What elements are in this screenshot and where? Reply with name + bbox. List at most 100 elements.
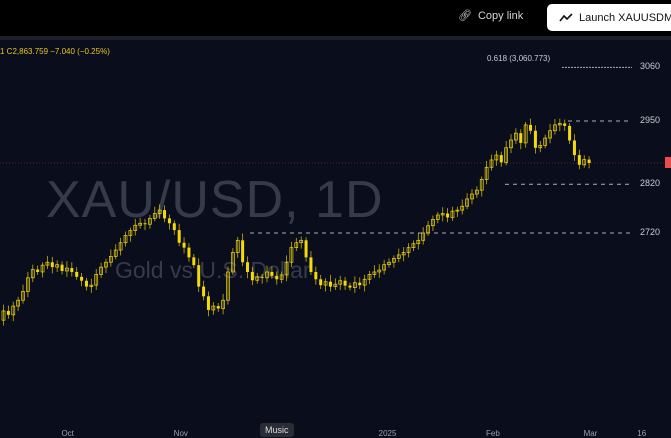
candle-body [557,123,562,126]
candle-body [289,247,294,263]
candle-body [563,123,567,126]
candle-body [250,271,254,281]
candle-body [104,261,108,268]
candle-body [396,254,401,259]
candle-body [582,159,587,166]
candle-body [479,179,484,191]
candle-body [40,264,45,273]
candle-body [328,281,332,287]
candle-body [577,155,581,165]
candle-body [323,281,328,286]
candle-body [509,139,513,149]
candle-body [372,271,377,275]
candle-body [392,257,396,263]
x-tick-label: Mar [583,429,598,438]
candle-body [187,247,191,258]
candle-body [152,213,157,219]
candle-body [484,166,489,180]
candle-body [504,147,508,163]
candle-body [128,230,133,236]
candle-body [440,213,445,216]
candle-body [411,243,416,248]
x-tick-label: 2025 [378,429,397,438]
x-tick-label: Oct [61,429,74,438]
candle-body [94,274,99,286]
watermark-symbol: XAU/USD, 1D [46,171,384,229]
candle-body [138,222,142,226]
candle-body [148,218,152,225]
ohlc-legend: 1 C2,863.759 −7.040 (−0.25%) [0,47,110,56]
candle-body [421,232,426,241]
candle-body [533,130,537,148]
candle-body [470,193,474,200]
candle-body [519,133,523,143]
candle-body [65,267,69,272]
candle-body [304,240,308,258]
candle-body [118,242,123,251]
candle-body [70,268,74,272]
candle-body [314,271,318,280]
candle-body [460,205,465,211]
copy-link-label: Copy link [477,9,524,22]
candle-body [255,276,260,281]
candle-body [1,310,6,321]
candle-body [172,223,176,231]
price-chart[interactable] [0,40,671,435]
launch-button[interactable]: Launch XAUUSDM [547,4,671,31]
y-tick-label: 3060 [640,61,661,72]
chart-line-icon [559,12,573,21]
candle-body [192,257,196,266]
candle-body [143,223,147,225]
y-tick-label: 2820 [640,178,661,189]
candle-body [367,274,372,280]
candle-body [80,276,84,281]
candle-body [499,155,503,163]
candle-body [455,209,460,212]
candle-body [60,264,64,271]
candle-body [36,269,40,272]
candle-body [343,280,347,286]
candle-body [353,282,357,288]
candle-body [26,277,30,292]
candle-body [294,242,299,248]
candle-body [206,296,210,310]
candle-body [216,306,220,309]
candle-body [299,239,304,244]
tooltip: Music [260,423,294,437]
candle-body [465,198,469,207]
candle-body [197,265,201,287]
candle-body [446,213,450,218]
candle-body [309,257,313,272]
candle-body [358,282,362,286]
candle-body [275,275,279,280]
candle-body [523,124,528,144]
candle-body [45,261,50,266]
candle-body [489,159,494,168]
candle-body [265,271,269,279]
x-tick-label: 16 [637,429,647,438]
candle-body [182,242,186,248]
candle-body [16,299,20,307]
candle-body [231,252,235,273]
candle-body [406,247,411,253]
fib-label: 0.618 (3,060.773) [487,54,551,63]
candle-body [450,210,455,218]
copy-link-button[interactable]: 🔗︎ Copy link [458,9,524,23]
candle-body [11,305,16,316]
candle-body [387,261,391,266]
candle-body [279,274,284,280]
candle-body [572,140,576,156]
x-tick-label: Nov [173,429,188,438]
candle-body [494,154,499,161]
candle-body [260,276,264,278]
launch-label: Launch XAUUSDM [579,11,671,24]
candle-body [167,218,171,224]
candle-body [416,239,421,245]
candle-body [284,261,289,276]
candle-body [202,286,206,297]
candle-body [270,271,274,276]
candle-body [348,285,352,288]
candle-body [246,262,249,272]
candle-body [177,230,181,243]
candle-body [514,132,518,141]
